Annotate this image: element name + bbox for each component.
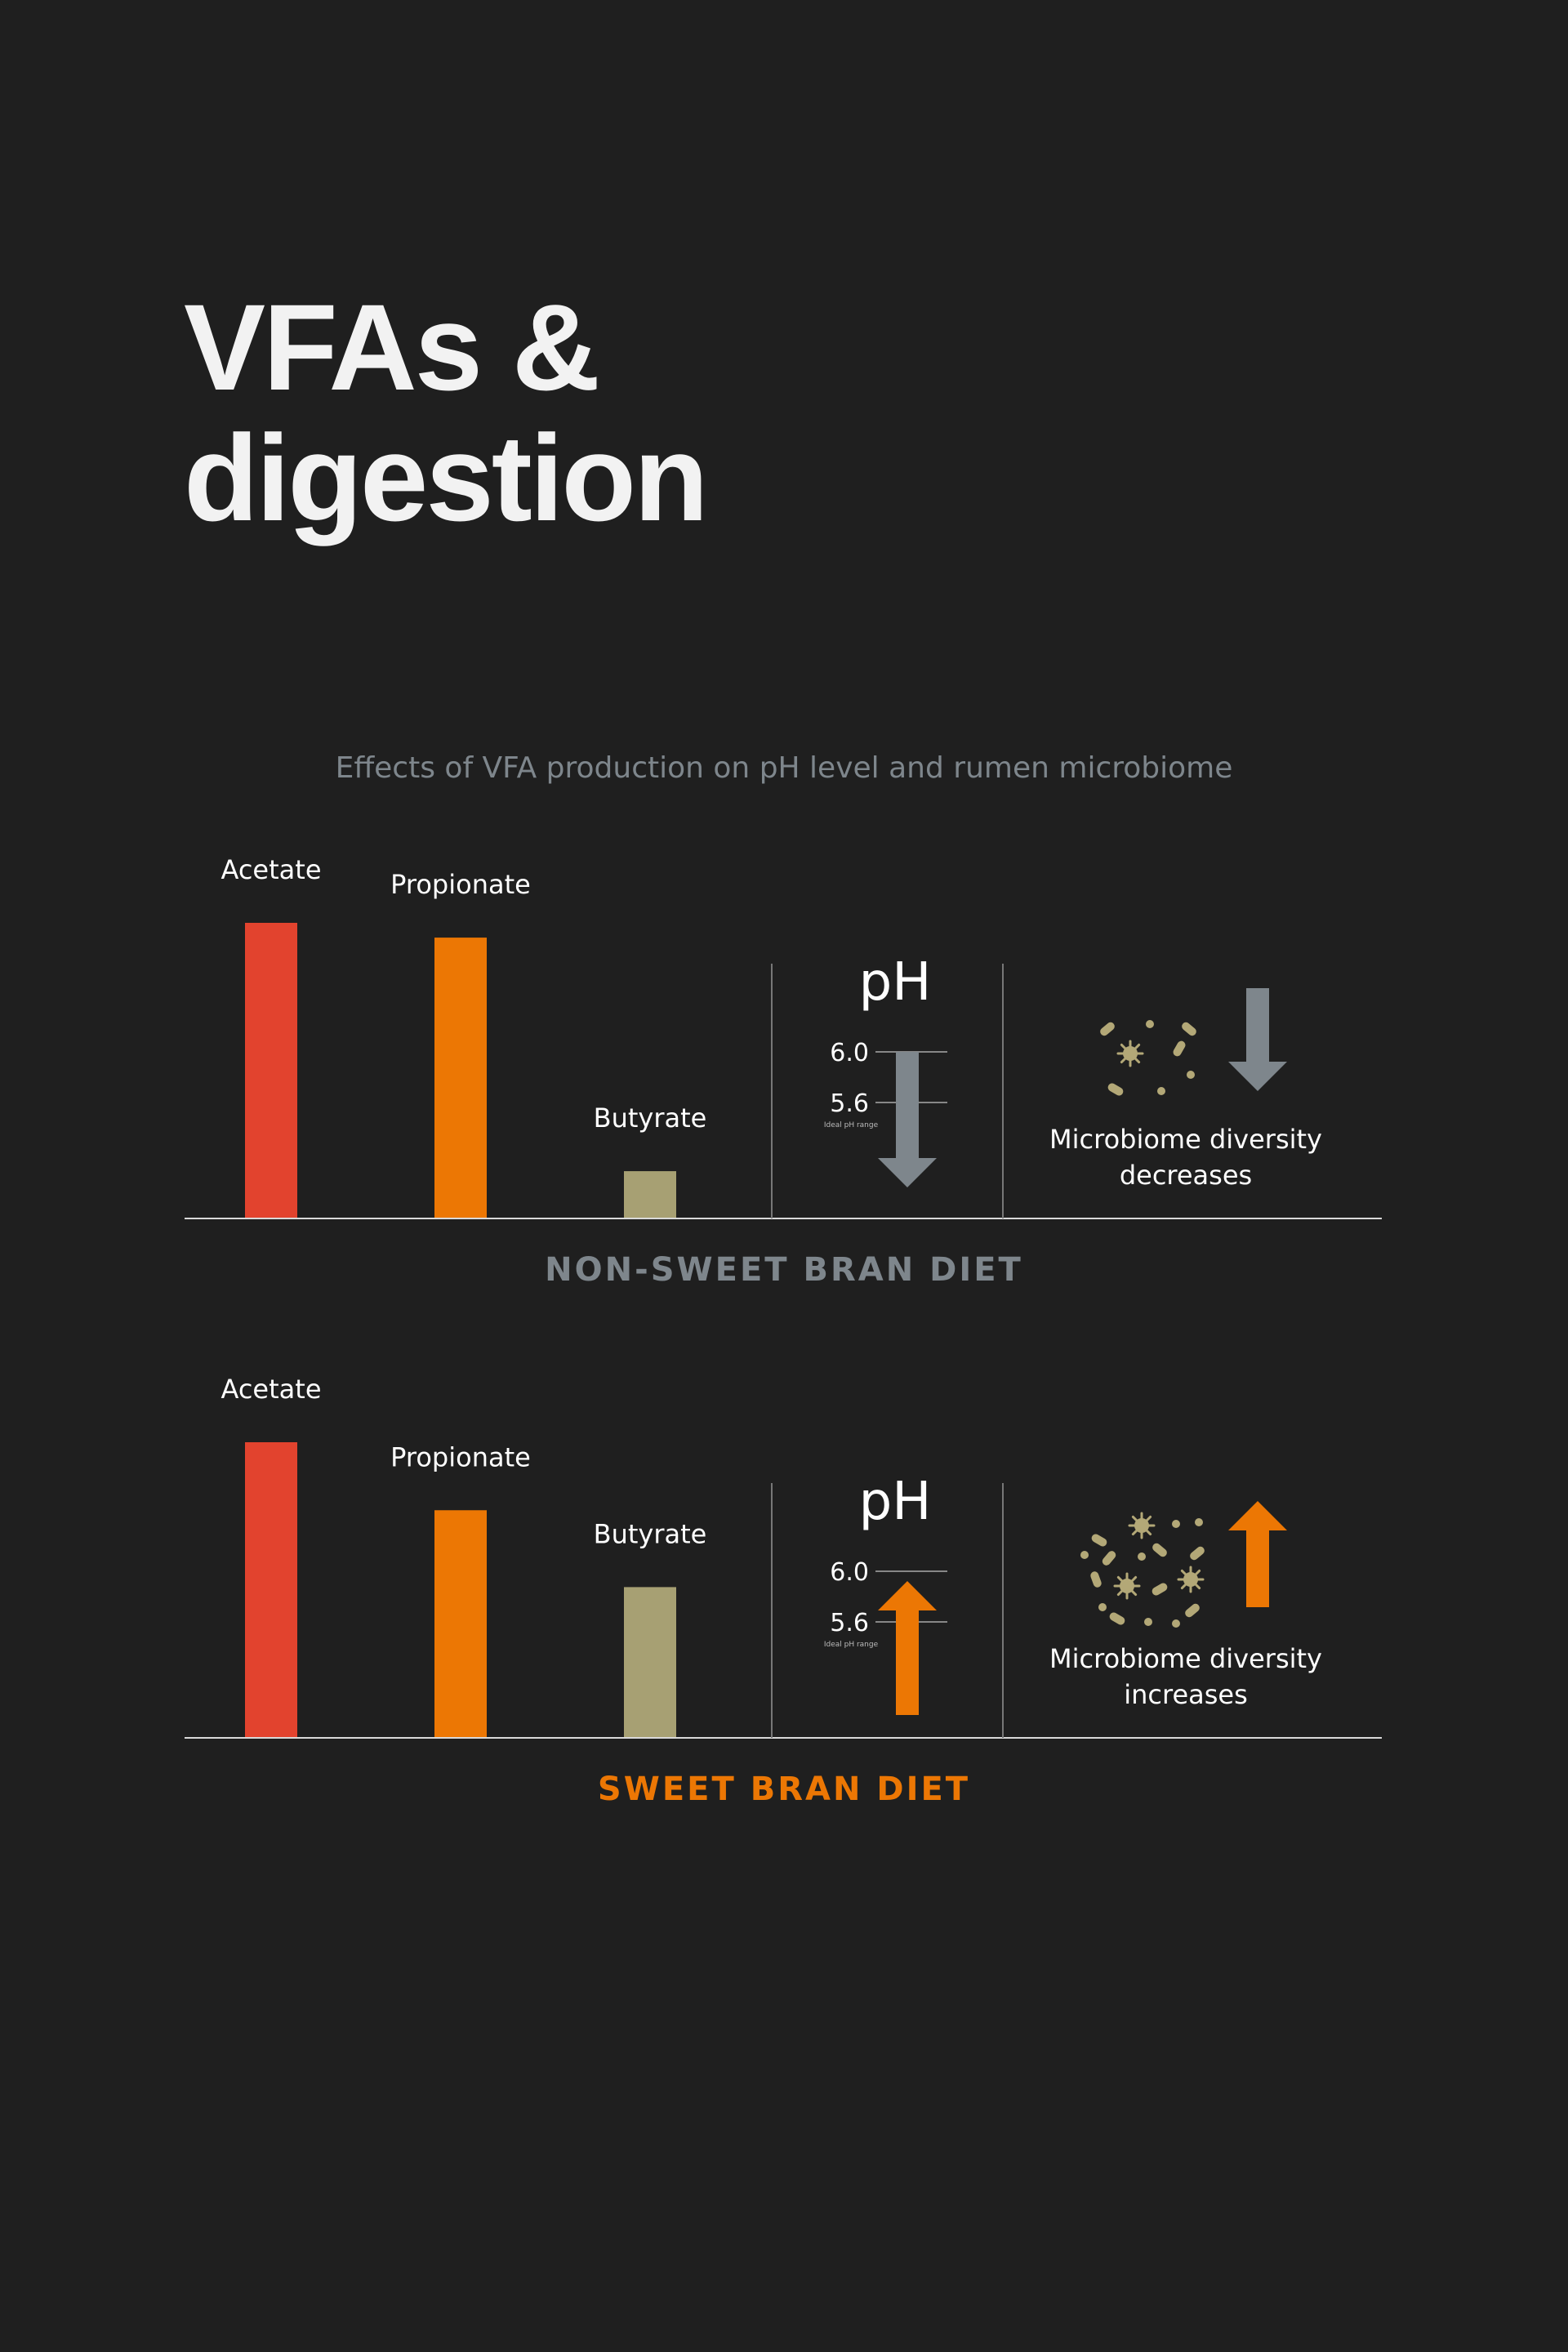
ph-label: pH bbox=[859, 1472, 932, 1532]
microbiome-up-arrow bbox=[1228, 1501, 1287, 1607]
ph-tick-label: 6.0 bbox=[830, 1558, 869, 1587]
microbe-cluster bbox=[1100, 1020, 1196, 1096]
microbiome-text-line-1: Microbiome diversity bbox=[1049, 1643, 1322, 1674]
microbe-dot bbox=[1138, 1552, 1146, 1561]
microbe-spiky bbox=[1177, 1566, 1205, 1593]
bar-label-butyrate: Butyrate bbox=[594, 1102, 707, 1134]
ph-tick-label: 5.6 bbox=[830, 1609, 869, 1637]
diet-title: NON-SWEET BRAN DIET bbox=[545, 1251, 1023, 1289]
microbe-spiky bbox=[1113, 1572, 1141, 1600]
microbe-core bbox=[1123, 1046, 1138, 1061]
microbe-dot bbox=[1146, 1020, 1154, 1028]
bar-label-propionate: Propionate bbox=[390, 869, 531, 900]
ph-down-arrow bbox=[878, 1052, 937, 1187]
microbe-bean bbox=[1100, 1022, 1115, 1036]
microbe-bean bbox=[1190, 1546, 1205, 1561]
microbe-dot bbox=[1195, 1518, 1203, 1526]
microbe-dot bbox=[1187, 1071, 1195, 1079]
title-line-2: digestion bbox=[184, 409, 709, 546]
microbe-bean bbox=[1152, 1543, 1167, 1557]
bar-label-acetate: Acetate bbox=[221, 854, 322, 885]
ph-tick-label: 5.6 bbox=[830, 1089, 869, 1118]
diet-panel-2: Acetate Propionate Butyrate pH 6.0 5.6 Ideal p… bbox=[185, 1374, 1382, 1808]
bar-acetate bbox=[245, 923, 297, 1218]
microbe-core bbox=[1183, 1572, 1198, 1587]
microbiome-text-line-1: Microbiome diversity bbox=[1049, 1124, 1322, 1155]
microbe-dot bbox=[1144, 1618, 1152, 1626]
microbe-dot bbox=[1172, 1619, 1180, 1628]
ph-up-arrow bbox=[878, 1581, 937, 1715]
microbe-bean bbox=[1152, 1583, 1168, 1596]
bar-propionate bbox=[434, 1510, 487, 1738]
microbe-bean bbox=[1173, 1040, 1186, 1057]
microbiome-down-arrow bbox=[1228, 988, 1287, 1091]
microbe-bean bbox=[1182, 1022, 1196, 1036]
bar-label-butyrate: Butyrate bbox=[594, 1518, 707, 1549]
diet-title: SWEET BRAN DIET bbox=[598, 1771, 970, 1808]
microbe-dot bbox=[1080, 1551, 1089, 1559]
ph-caption: Ideal pH range bbox=[824, 1641, 879, 1649]
microbe-cluster bbox=[1080, 1512, 1205, 1628]
bar-butyrate bbox=[624, 1171, 676, 1218]
microbe-dot bbox=[1172, 1520, 1180, 1528]
microbe-bean bbox=[1102, 1551, 1116, 1566]
microbe-spiky bbox=[1128, 1512, 1156, 1539]
title-line-1: VFAs & bbox=[184, 278, 600, 416]
ph-tick-label: 6.0 bbox=[830, 1039, 869, 1067]
page-title: VFAs & digestion bbox=[184, 278, 709, 546]
microbe-core bbox=[1134, 1518, 1149, 1533]
bar-butyrate bbox=[624, 1587, 676, 1738]
diet-panel-1: Acetate Propionate Butyrate pH 6.0 5.6 Ideal p… bbox=[185, 854, 1382, 1289]
microbe-spiky bbox=[1116, 1040, 1144, 1067]
ph-label: pH bbox=[859, 952, 932, 1013]
microbe-dot bbox=[1157, 1087, 1165, 1095]
chart-subtitle: Effects of VFA production on pH level an… bbox=[335, 751, 1233, 785]
microbiome-text-line-2: increases bbox=[1124, 1679, 1248, 1710]
bar-propionate bbox=[434, 938, 487, 1218]
microbe-dot bbox=[1098, 1603, 1107, 1611]
bar-label-acetate: Acetate bbox=[221, 1374, 322, 1405]
microbiome-text-line-2: decreases bbox=[1120, 1160, 1252, 1191]
microbe-bean bbox=[1107, 1083, 1124, 1096]
ph-caption: Ideal pH range bbox=[824, 1121, 879, 1129]
microbe-bean bbox=[1109, 1612, 1125, 1625]
microbe-bean bbox=[1091, 1534, 1107, 1547]
microbe-core bbox=[1120, 1579, 1134, 1593]
microbe-bean bbox=[1090, 1571, 1102, 1588]
bar-acetate bbox=[245, 1442, 297, 1738]
bar-label-propionate: Propionate bbox=[390, 1441, 531, 1472]
microbe-bean bbox=[1185, 1603, 1200, 1618]
